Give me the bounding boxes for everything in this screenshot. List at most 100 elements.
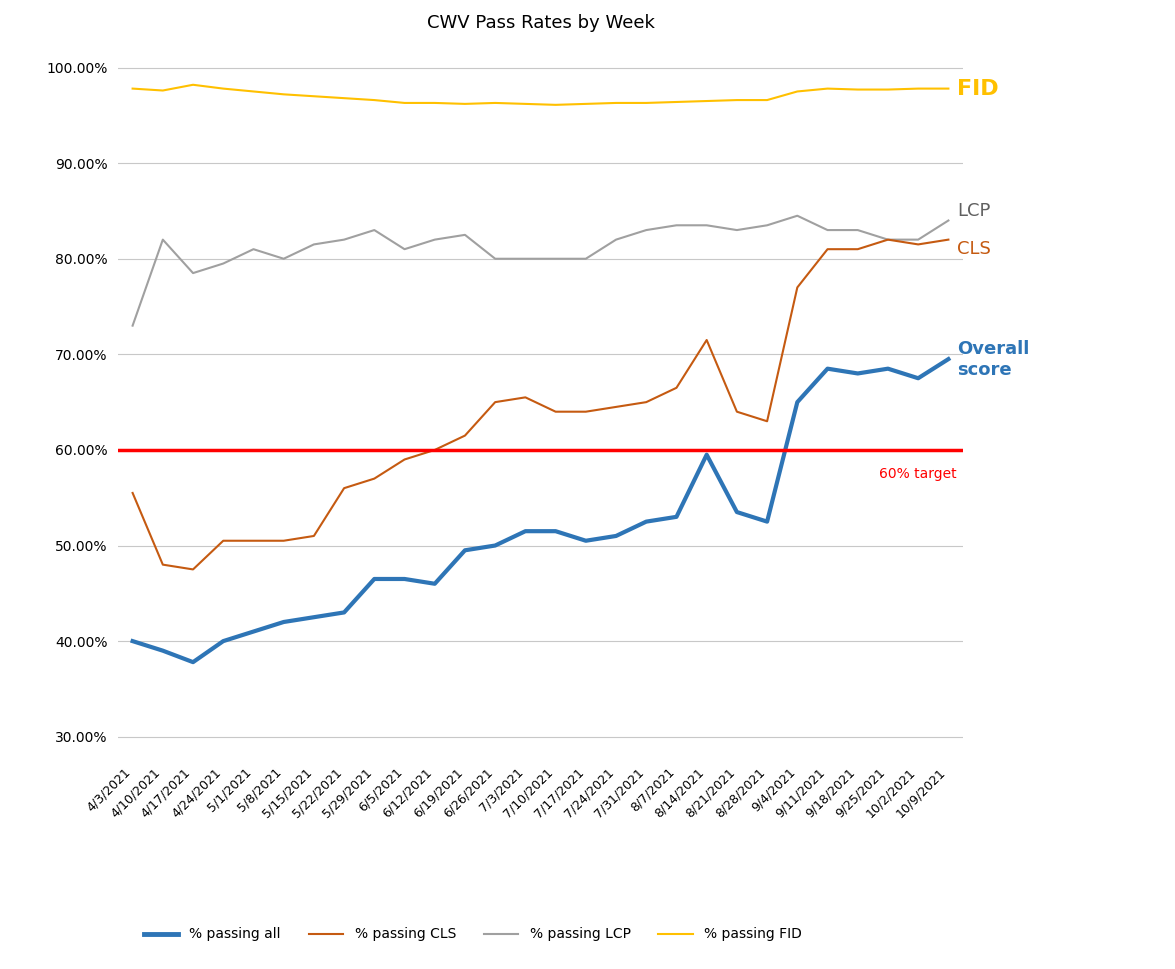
- % passing CLS: [881, 234, 895, 245]
- % passing CLS: [760, 416, 774, 427]
- % passing LCP: [760, 220, 774, 232]
- % passing all: [791, 396, 805, 408]
- % passing CLS: [851, 243, 865, 255]
- % passing FID: [760, 94, 774, 106]
- % passing FID: [186, 78, 200, 90]
- Title: CWV Pass Rates by Week: CWV Pass Rates by Week: [427, 14, 654, 32]
- Line: % passing all: % passing all: [133, 359, 948, 662]
- % passing CLS: [488, 396, 502, 408]
- % passing LCP: [458, 229, 472, 240]
- % passing LCP: [881, 234, 895, 245]
- % passing LCP: [699, 220, 713, 232]
- % passing LCP: [397, 243, 411, 255]
- % passing LCP: [126, 320, 140, 331]
- % passing CLS: [941, 234, 955, 245]
- % passing LCP: [216, 258, 230, 269]
- % passing LCP: [579, 253, 593, 265]
- % passing LCP: [670, 220, 684, 232]
- % passing all: [307, 611, 321, 623]
- % passing CLS: [911, 238, 925, 250]
- % passing FID: [247, 85, 261, 97]
- Text: Overall
score: Overall score: [958, 340, 1029, 379]
- % passing all: [216, 636, 230, 647]
- % passing CLS: [337, 483, 351, 494]
- % passing all: [276, 616, 290, 628]
- % passing LCP: [549, 253, 563, 265]
- % passing CLS: [186, 564, 200, 576]
- % passing LCP: [820, 224, 834, 235]
- % passing FID: [730, 94, 744, 106]
- % passing FID: [458, 98, 472, 109]
- % passing LCP: [518, 253, 532, 265]
- % passing CLS: [276, 535, 290, 547]
- % passing FID: [699, 95, 713, 107]
- % passing FID: [609, 97, 623, 109]
- % passing FID: [579, 98, 593, 109]
- % passing all: [699, 449, 713, 460]
- % passing all: [518, 525, 532, 537]
- % passing CLS: [579, 406, 593, 418]
- % passing CLS: [820, 243, 834, 255]
- % passing FID: [216, 82, 230, 94]
- % passing CLS: [247, 535, 261, 547]
- % passing LCP: [941, 215, 955, 227]
- % passing FID: [820, 82, 834, 94]
- % passing FID: [911, 82, 925, 94]
- % passing LCP: [609, 234, 623, 245]
- % passing all: [670, 511, 684, 522]
- % passing LCP: [368, 224, 382, 235]
- % passing FID: [428, 97, 442, 109]
- % passing LCP: [428, 234, 442, 245]
- % passing CLS: [307, 530, 321, 542]
- % passing all: [549, 525, 563, 537]
- % passing LCP: [156, 234, 170, 245]
- % passing CLS: [428, 444, 442, 455]
- % passing all: [368, 573, 382, 584]
- % passing all: [760, 516, 774, 527]
- % passing LCP: [247, 243, 261, 255]
- % passing all: [639, 516, 653, 527]
- % passing FID: [851, 83, 865, 95]
- % passing CLS: [458, 430, 472, 442]
- % passing LCP: [337, 234, 351, 245]
- % passing CLS: [791, 282, 805, 294]
- % passing CLS: [518, 391, 532, 403]
- Text: LCP: LCP: [958, 202, 991, 220]
- % passing FID: [307, 90, 321, 102]
- % passing FID: [337, 92, 351, 104]
- % passing all: [881, 362, 895, 374]
- Line: % passing CLS: % passing CLS: [133, 239, 948, 570]
- % passing all: [911, 372, 925, 384]
- % passing CLS: [639, 396, 653, 408]
- Line: % passing LCP: % passing LCP: [133, 216, 948, 326]
- % passing LCP: [488, 253, 502, 265]
- % passing FID: [670, 96, 684, 108]
- % passing FID: [791, 85, 805, 97]
- % passing FID: [397, 97, 411, 109]
- % passing all: [488, 540, 502, 551]
- % passing all: [126, 636, 140, 647]
- % passing LCP: [276, 253, 290, 265]
- % passing all: [941, 354, 955, 365]
- % passing FID: [639, 97, 653, 109]
- % passing all: [730, 506, 744, 517]
- % passing FID: [488, 97, 502, 109]
- % passing CLS: [699, 334, 713, 346]
- % passing all: [397, 573, 411, 584]
- % passing CLS: [368, 473, 382, 484]
- % passing FID: [156, 84, 170, 96]
- % passing FID: [276, 88, 290, 100]
- % passing all: [851, 367, 865, 379]
- % passing CLS: [609, 401, 623, 413]
- % passing FID: [549, 99, 563, 110]
- % passing all: [458, 545, 472, 556]
- % passing CLS: [156, 559, 170, 571]
- % passing all: [609, 530, 623, 542]
- % passing FID: [881, 83, 895, 95]
- % passing LCP: [639, 224, 653, 235]
- % passing LCP: [186, 267, 200, 279]
- Text: FID: FID: [958, 78, 999, 99]
- % passing all: [820, 362, 834, 374]
- % passing CLS: [670, 382, 684, 393]
- % passing all: [579, 535, 593, 547]
